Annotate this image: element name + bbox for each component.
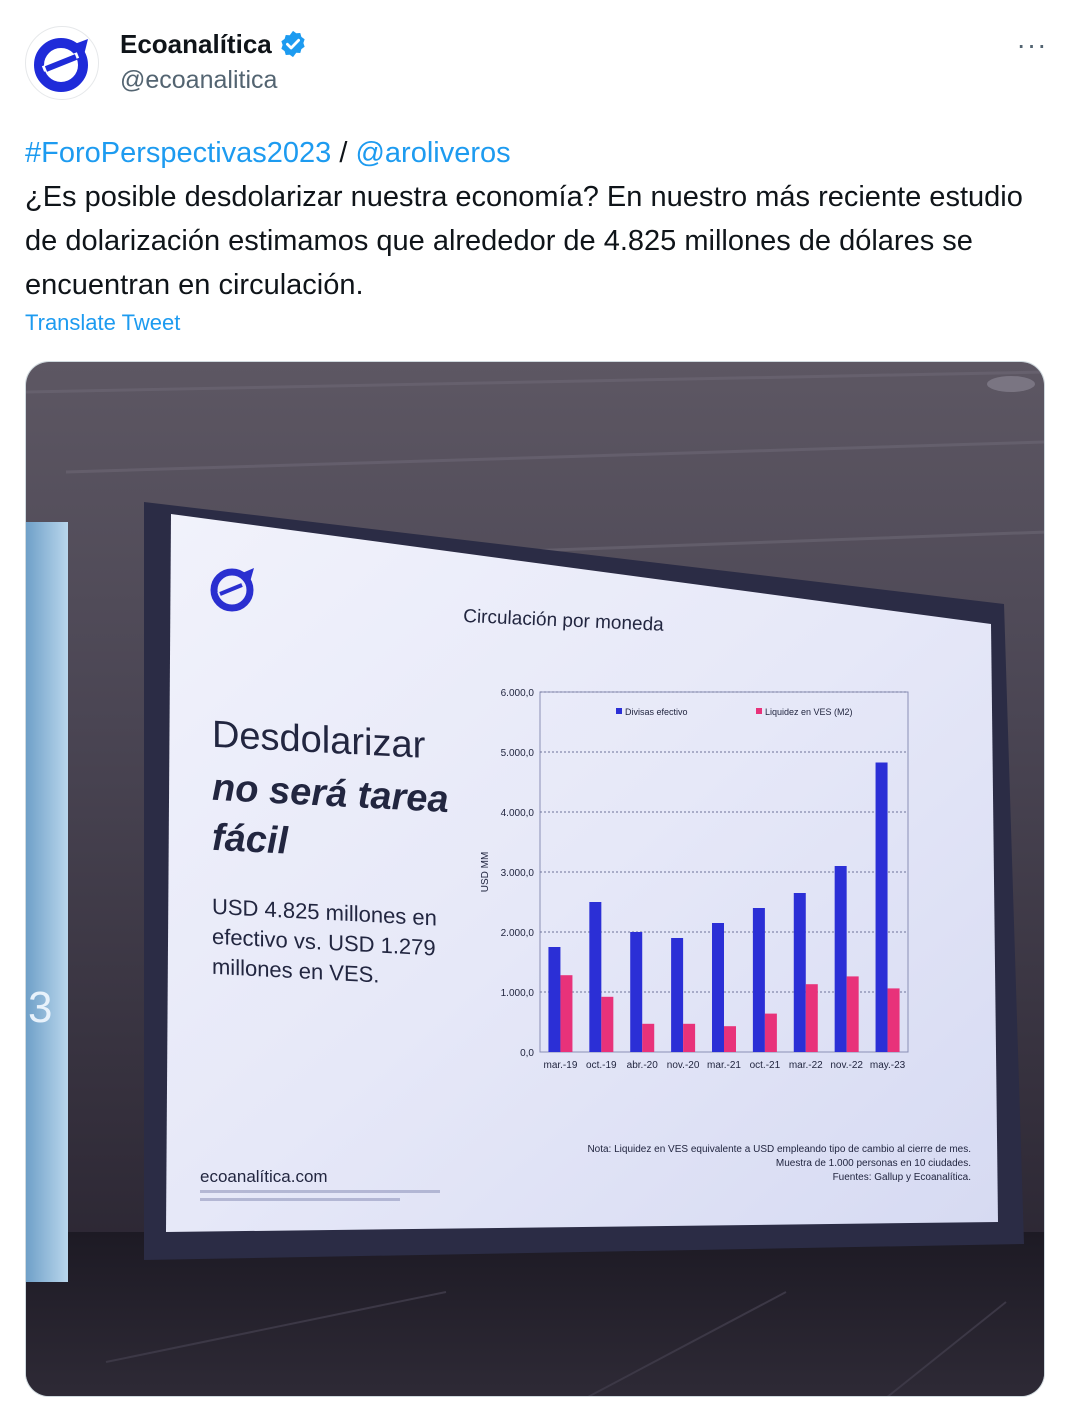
photo-canvas: 3 Desdolarizar no será tarea fácil USD 4… (26, 362, 1044, 1396)
verified-badge-icon (281, 30, 305, 58)
x-tick-label: mar.-21 (707, 1060, 741, 1071)
x-tick-label: abr.-20 (627, 1060, 659, 1071)
separator: / (331, 137, 356, 169)
legend-swatch (616, 708, 622, 714)
bar-divisas (752, 908, 765, 1052)
y-axis-label: USD MM (480, 852, 491, 893)
avatar[interactable] (25, 26, 99, 100)
author-display-name[interactable]: Ecoanalítica (120, 28, 272, 59)
tweet-photo[interactable]: 3 Desdolarizar no será tarea fácil USD 4… (25, 361, 1045, 1397)
y-tick-label: 5.000,0 (501, 748, 535, 759)
bar-divisas (834, 866, 847, 1052)
slide-note-1: Nota: Liquidez en VES equivalente a USD … (587, 1144, 971, 1155)
left-panel-text: 3 (28, 983, 52, 1032)
bar-liquidez (846, 976, 859, 1052)
bar-liquidez (683, 1023, 696, 1052)
y-tick-label: 3.000,0 (501, 868, 535, 879)
bar-liquidez (560, 975, 573, 1052)
slide-website: ecoanalítica.com (200, 1167, 328, 1186)
x-tick-label: nov.-22 (830, 1060, 863, 1071)
chart: 0,0 1.000,0 2.000,0 3.000,0 4.000,0 5.000,0 6.… (480, 688, 909, 1071)
slide-logo-icon (210, 568, 254, 612)
bar-divisas (793, 893, 806, 1052)
y-tick-label: 2.000,0 (501, 928, 535, 939)
tweet-text: #ForoPerspectivas2023 / @aroliveros ¿Es … (25, 131, 1035, 307)
slide-headline-bold-2: fácil (212, 817, 289, 863)
bar-liquidez (764, 1013, 777, 1052)
bar-liquidez (724, 1026, 736, 1052)
x-tick-label: mar.-19 (543, 1060, 577, 1071)
slide-note-3: Fuentes: Gallup y Ecoanalítica. (833, 1172, 971, 1183)
bar-divisas (589, 902, 602, 1052)
legend-label: Divisas efectivo (625, 707, 688, 717)
x-tick-label: may.-23 (870, 1060, 906, 1071)
y-tick-label: 6.000,0 (501, 688, 535, 699)
slide-note-2: Muestra de 1.000 personas en 10 ciudades… (776, 1158, 971, 1169)
bar-divisas (875, 762, 888, 1052)
bar-liquidez (642, 1023, 655, 1052)
x-tick-label: oct.-21 (750, 1060, 781, 1071)
legend-swatch (756, 708, 762, 714)
hashtag-link[interactable]: #ForoPerspectivas2023 (25, 137, 332, 169)
y-tick-label: 0,0 (520, 1048, 534, 1059)
bar-divisas (671, 938, 684, 1052)
bar-liquidez (887, 988, 900, 1052)
x-tick-label: nov.-20 (667, 1060, 700, 1071)
more-options-icon[interactable]: ··· (1016, 29, 1048, 60)
translate-tweet-link[interactable]: Translate Tweet (25, 310, 181, 335)
legend-label: Liquidez en VES (M2) (765, 707, 853, 717)
bar-divisas (630, 932, 643, 1052)
x-tick-label: mar.-22 (789, 1060, 823, 1071)
author-handle[interactable]: @ecoanalitica (120, 66, 278, 94)
y-tick-label: 1.000,0 (501, 988, 535, 999)
mention-link[interactable]: @aroliveros (355, 137, 511, 169)
y-tick-label: 4.000,0 (501, 808, 535, 819)
bar-divisas (712, 923, 724, 1052)
bar-liquidez (601, 996, 614, 1052)
bar-divisas (548, 947, 561, 1052)
bar-liquidez (805, 984, 818, 1052)
tweet-body: ¿Es posible desdolarizar nuestra economí… (25, 181, 1023, 301)
x-tick-label: oct.-19 (586, 1060, 617, 1071)
ecoanalitica-logo-icon (34, 38, 88, 92)
author-name-row[interactable]: Ecoanalítica (120, 27, 308, 61)
